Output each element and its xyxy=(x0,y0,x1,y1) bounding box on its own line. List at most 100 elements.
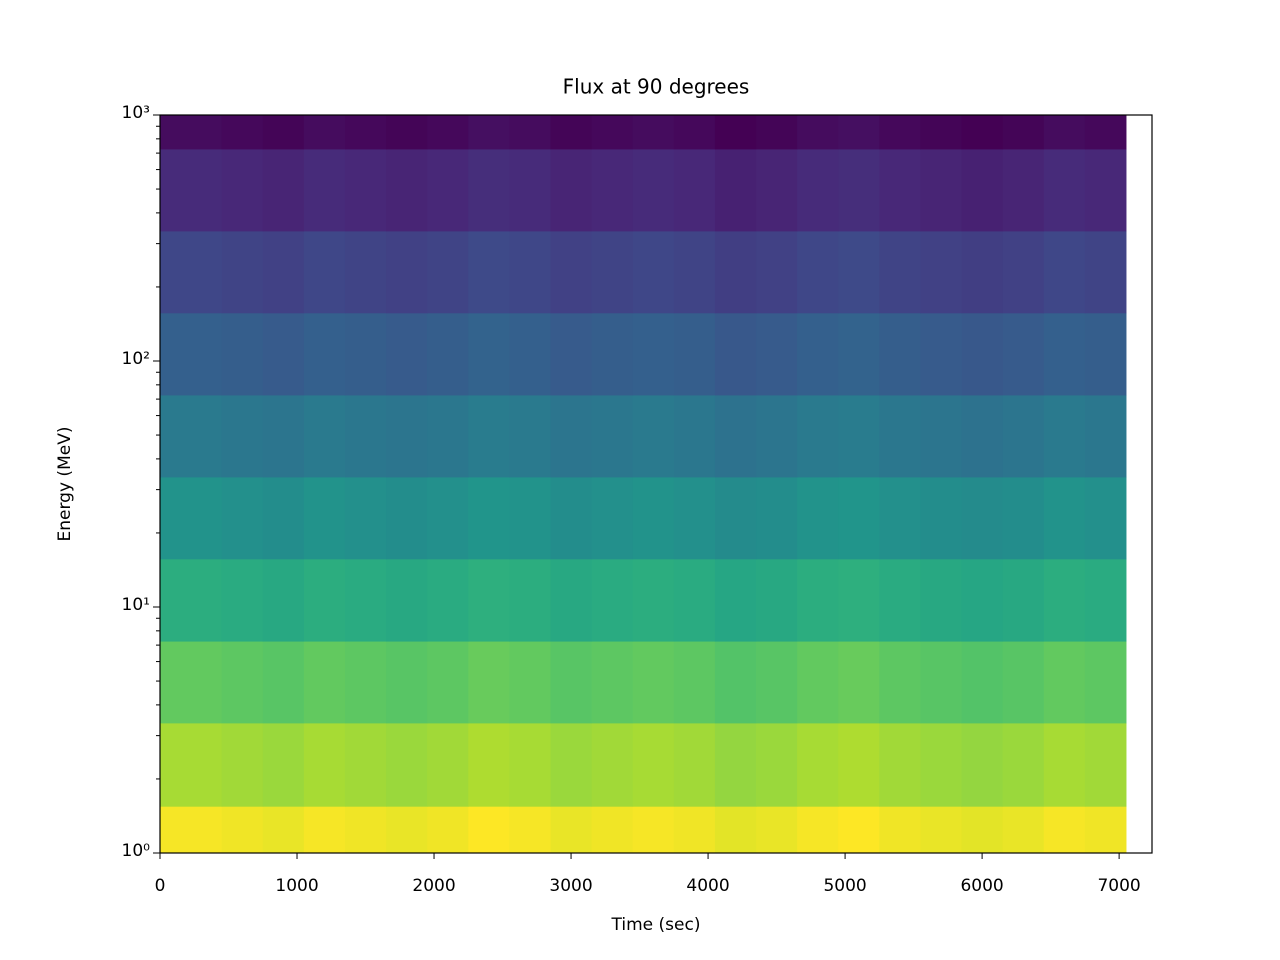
heatmap-cell xyxy=(262,722,305,807)
heatmap-cell xyxy=(1002,148,1045,232)
heatmap-cell xyxy=(879,312,921,396)
y-tick-label: 10⁰ xyxy=(122,841,151,861)
heatmap-cell xyxy=(673,476,716,560)
heatmap-cell xyxy=(262,148,305,232)
heatmap-cell xyxy=(386,558,428,642)
heatmap-cell xyxy=(673,641,716,724)
x-tick-label: 6000 xyxy=(960,876,1003,896)
heatmap-cell xyxy=(303,558,346,642)
heatmap-cell xyxy=(1002,806,1045,854)
heatmap-cell xyxy=(714,148,757,232)
heatmap-cell xyxy=(262,230,305,314)
heatmap-cell xyxy=(1043,476,1086,560)
heatmap-cell xyxy=(920,641,963,724)
heatmap-cell xyxy=(303,230,346,314)
heatmap-cell xyxy=(961,722,1004,807)
heatmap-cell xyxy=(160,394,223,478)
heatmap-cell xyxy=(160,722,223,807)
heatmap-cell xyxy=(879,394,921,478)
y-tick-label: 10³ xyxy=(122,103,150,123)
heatmap-cell xyxy=(714,806,757,854)
heatmap-cell xyxy=(221,558,264,642)
y-axis-label: Energy (MeV) xyxy=(55,427,75,542)
x-tick-label: 0 xyxy=(155,876,166,896)
heatmap-cell xyxy=(838,476,880,560)
heatmap-cell xyxy=(509,722,551,807)
heatmap-cell xyxy=(1084,641,1127,724)
heatmap-cell xyxy=(961,394,1004,478)
heatmap-cell xyxy=(221,230,264,314)
heatmap-cell xyxy=(920,115,963,150)
heatmap-cell xyxy=(550,641,593,724)
heatmap-cell xyxy=(879,558,921,642)
heatmap-cell xyxy=(838,312,880,396)
heatmap-cell xyxy=(756,148,798,232)
heatmap-cell xyxy=(591,558,634,642)
heatmap-cell xyxy=(756,722,798,807)
heatmap-cell xyxy=(427,806,469,854)
heatmap-cell xyxy=(838,148,880,232)
heatmap-cell xyxy=(262,641,305,724)
heatmap-cell xyxy=(961,806,1004,854)
heatmap-cell xyxy=(509,806,551,854)
heatmap-cell xyxy=(632,722,675,807)
heatmap-cell xyxy=(920,230,963,314)
heatmap-cell xyxy=(1043,558,1086,642)
y-tick-label: 10² xyxy=(122,349,150,369)
heatmap-cell xyxy=(920,394,963,478)
heatmap-cell xyxy=(961,312,1004,396)
heatmap-cell xyxy=(591,722,634,807)
heatmap-cell xyxy=(714,558,757,642)
heatmap-cell xyxy=(509,394,551,478)
heatmap-cell xyxy=(221,115,264,150)
heatmap-cell xyxy=(673,806,716,854)
heatmap-cell xyxy=(797,806,839,854)
heatmap-cell xyxy=(386,806,428,854)
heatmap-cell xyxy=(262,312,305,396)
heatmap-cell xyxy=(303,394,346,478)
heatmap-cell xyxy=(591,476,634,560)
x-tick-label: 1000 xyxy=(275,876,318,896)
heatmap-cell xyxy=(468,806,510,854)
heatmap-cell xyxy=(673,148,716,232)
heatmap-cell xyxy=(550,806,593,854)
heatmap-cell xyxy=(386,722,428,807)
heatmap-cell xyxy=(961,476,1004,560)
heatmap-cell xyxy=(509,641,551,724)
heatmap-cell xyxy=(344,230,387,314)
heatmap-cell xyxy=(303,148,346,232)
heatmap-cell xyxy=(591,115,634,150)
heatmap-cell xyxy=(879,476,921,560)
heatmap-cell xyxy=(386,230,428,314)
heatmap-cell xyxy=(1002,476,1045,560)
heatmap-cell xyxy=(961,230,1004,314)
heatmap-cell xyxy=(509,312,551,396)
heatmap-cell xyxy=(427,722,469,807)
heatmap-cell xyxy=(591,641,634,724)
heatmap-cell xyxy=(550,558,593,642)
heatmap-cell xyxy=(1043,312,1086,396)
heatmap-cell xyxy=(673,558,716,642)
heatmap-cell xyxy=(1002,722,1045,807)
heatmap-cell xyxy=(920,476,963,560)
heatmap-cell xyxy=(632,558,675,642)
heatmap-cell xyxy=(468,641,510,724)
heatmap-cell xyxy=(1084,148,1127,232)
heatmap-cell xyxy=(1084,230,1127,314)
heatmap-cell xyxy=(550,722,593,807)
heatmap-cell xyxy=(714,312,757,396)
plot-frame xyxy=(159,114,1153,854)
heatmap-cell xyxy=(468,394,510,478)
heatmap-cell xyxy=(221,148,264,232)
heatmap-cell xyxy=(714,230,757,314)
heatmap-cell xyxy=(838,641,880,724)
heatmap-cell xyxy=(879,115,921,150)
heatmap-cell xyxy=(756,394,798,478)
heatmap-cell xyxy=(550,230,593,314)
heatmap-cell xyxy=(838,558,880,642)
heatmap-cell xyxy=(468,312,510,396)
heatmap-cell xyxy=(1002,641,1045,724)
heatmap-cell xyxy=(1043,148,1086,232)
heatmap-cell xyxy=(1043,394,1086,478)
heatmap-cell xyxy=(920,558,963,642)
